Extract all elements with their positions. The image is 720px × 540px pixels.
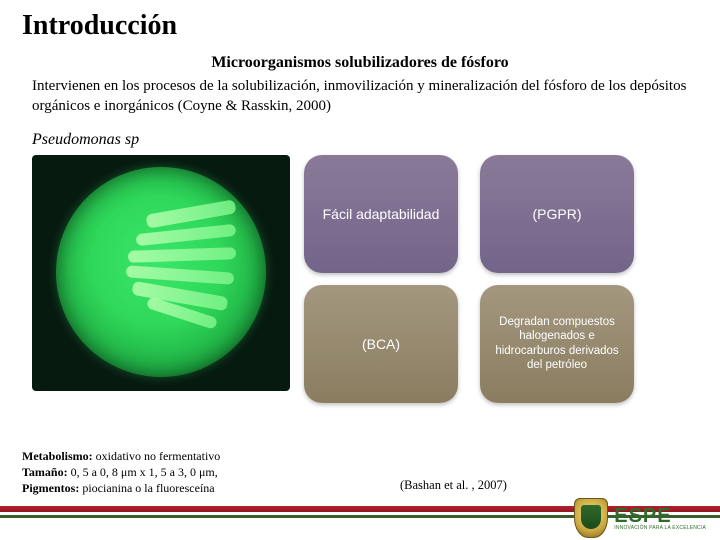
feature-grid: Fácil adaptabilidad (PGPR) (BCA) Degrada… (304, 155, 634, 415)
petri-dish-image (32, 155, 290, 391)
espe-logo: ESPE INNOVACIÓN PARA LA EXCELENCIA (574, 498, 706, 538)
metadata-block: Metabolismo: oxidativo no fermentativo T… (22, 448, 220, 497)
footer: ESPE INNOVACIÓN PARA LA EXCELENCIA (0, 502, 720, 540)
meta-value: oxidativo no fermentativo (93, 449, 221, 463)
meta-value: piocianina o la fluoresceína (79, 481, 214, 495)
meta-value: 0, 5 a 0, 8 μm x 1, 5 a 3, 0 μm, (68, 465, 218, 479)
meta-line: Pigmentos: piocianina o la fluoresceína (22, 480, 220, 496)
species-name: Pseudomonas sp (0, 117, 720, 149)
page-title: Introducción (0, 0, 720, 46)
citation: (Bashan et al. , 2007) (400, 478, 507, 493)
shield-icon (574, 498, 608, 538)
logo-tagline: INNOVACIÓN PARA LA EXCELENCIA (614, 526, 706, 531)
feature-box-bca: (BCA) (304, 285, 458, 403)
meta-label: Pigmentos: (22, 481, 79, 495)
meta-line: Tamaño: 0, 5 a 0, 8 μm x 1, 5 a 3, 0 μm, (22, 464, 220, 480)
feature-box-pgpr: (PGPR) (480, 155, 634, 273)
logo-text: ESPE INNOVACIÓN PARA LA EXCELENCIA (614, 506, 706, 531)
petri-dish (56, 167, 266, 377)
bacteria-streak (145, 199, 236, 228)
feature-box-degradation: Degradan compuestos halogenados e hidroc… (480, 285, 634, 403)
feature-box-adaptability: Fácil adaptabilidad (304, 155, 458, 273)
intro-paragraph: Intervienen en los procesos de la solubi… (0, 72, 720, 117)
logo-name: ESPE (614, 506, 706, 526)
subtitle: Microorganismos solubilizadores de fósfo… (0, 54, 720, 72)
meta-label: Metabolismo: (22, 449, 93, 463)
content-row: Fácil adaptabilidad (PGPR) (BCA) Degrada… (0, 149, 720, 415)
meta-line: Metabolismo: oxidativo no fermentativo (22, 448, 220, 464)
bacteria-streak (128, 247, 236, 263)
meta-label: Tamaño: (22, 465, 68, 479)
